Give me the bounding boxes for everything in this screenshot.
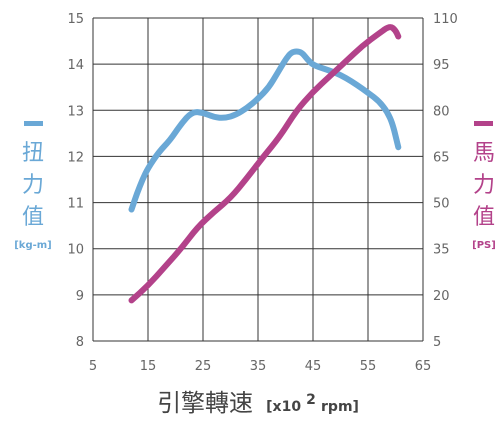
y-left-tick-label: 10 — [67, 243, 84, 258]
y-right-tick-label: 110 — [433, 12, 458, 27]
x-axis-unit-suffix: rpm] — [321, 399, 359, 415]
y-right-tick-label: 65 — [433, 150, 450, 165]
left-axis-label-char-2: 力 — [22, 173, 44, 198]
x-tick-label: 5 — [89, 359, 97, 374]
x-tick-label: 35 — [250, 359, 267, 374]
right-legend-swatch — [474, 121, 493, 126]
y-left-tick-label: 12 — [67, 150, 84, 165]
left-axis-label-char-3: 值 — [22, 205, 44, 230]
x-tick-label: 15 — [140, 359, 157, 374]
y-left-tick-label: 15 — [67, 12, 84, 27]
y-left-tick-label: 11 — [67, 197, 84, 212]
y-right-tick-label: 50 — [433, 197, 450, 212]
right-axis-label-char-3: 值 — [473, 205, 495, 230]
x-tick-label: 65 — [415, 359, 432, 374]
left-legend-swatch — [24, 121, 43, 126]
x-tick-label: 25 — [195, 359, 212, 374]
grid — [92, 17, 424, 342]
x-axis-unit-exponent: 2 — [306, 392, 316, 408]
y-right-tick-label: 20 — [433, 289, 450, 304]
series-layer — [128, 24, 402, 304]
y-left-tick-label: 14 — [67, 58, 84, 73]
left-axis-legend: 扭 力 值 [kg-m] — [14, 121, 52, 251]
x-axis-title: 引擎轉速 [x10 2 rpm] — [157, 389, 359, 417]
x-axis-unit-prefix: [x10 — [266, 399, 301, 415]
right-axis-legend: 馬 力 值 [PS] — [472, 121, 496, 251]
y-right-tick-label: 95 — [433, 58, 450, 73]
y-right-tick-label: 35 — [433, 243, 450, 258]
right-axis-label-char-1: 馬 — [473, 141, 495, 166]
x-tick-label: 55 — [360, 359, 377, 374]
y-left-tick-label: 13 — [67, 104, 84, 119]
y-left-tick-label: 8 — [76, 335, 84, 350]
horsepower-series-line — [128, 24, 402, 304]
left-axis-unit: [kg-m] — [14, 240, 52, 251]
y-right-tick-label: 80 — [433, 104, 450, 119]
right-axis-label-char-2: 力 — [473, 173, 495, 198]
right-axis-unit: [PS] — [472, 240, 496, 251]
y-right-tick-label: 5 — [433, 335, 441, 350]
x-tick-label: 45 — [305, 359, 322, 374]
left-axis-label-char-1: 扭 — [22, 141, 44, 166]
x-axis-label: 引擎轉速 — [157, 389, 253, 417]
torque-series-line — [128, 48, 402, 213]
y-left-tick-label: 9 — [76, 289, 84, 304]
